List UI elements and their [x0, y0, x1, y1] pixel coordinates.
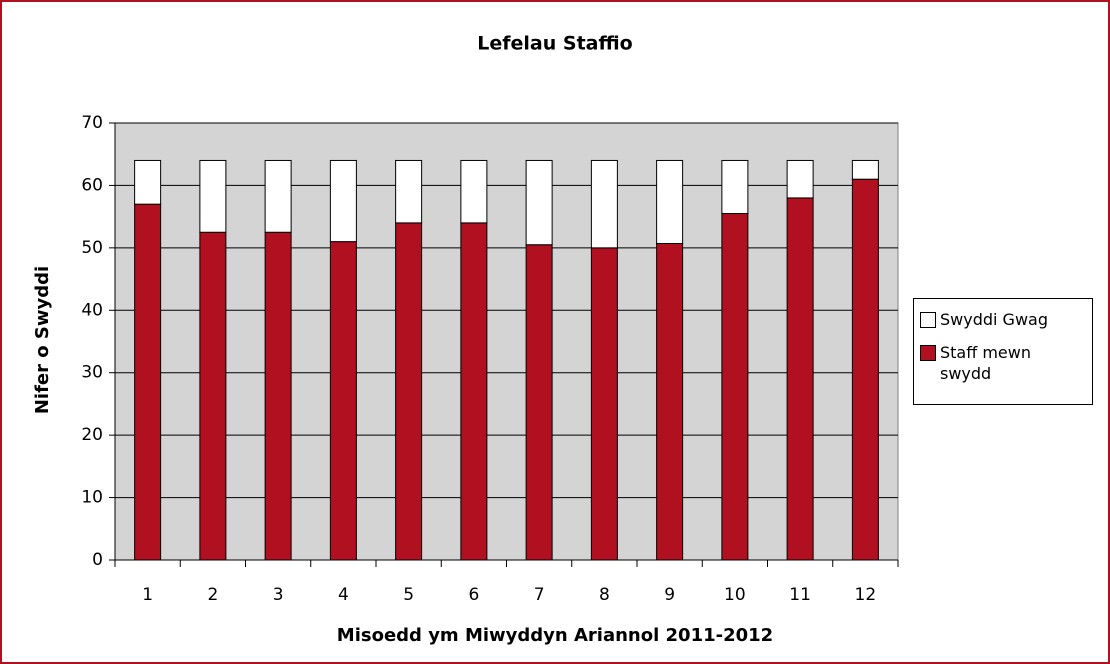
bar-segment	[656, 242, 684, 561]
y-tick-label: 70	[81, 113, 103, 133]
bar-segment	[851, 159, 879, 180]
x-tick-label: 1	[142, 585, 153, 605]
bar-segment	[395, 159, 423, 224]
x-tick-label: 4	[338, 585, 349, 605]
bar-segment	[329, 159, 357, 243]
x-tick-label: 5	[403, 585, 414, 605]
legend-item: Swyddi Gwag	[920, 309, 1086, 330]
x-tick-label: 9	[664, 585, 675, 605]
bar-segment	[525, 244, 553, 561]
bar-segment	[460, 159, 488, 224]
x-tick-label: 3	[273, 585, 284, 605]
x-tick-label: 10	[724, 585, 746, 605]
x-tick-label: 12	[855, 585, 877, 605]
bar-segment	[525, 159, 553, 246]
x-tick-label: 7	[534, 585, 545, 605]
bar-segment	[721, 213, 749, 561]
bar-segment	[786, 159, 814, 199]
x-tick-label: 11	[789, 585, 811, 605]
legend-label: Swyddi Gwag	[940, 310, 1048, 329]
bar-segment	[395, 222, 423, 561]
bar-segment	[721, 159, 749, 215]
y-tick-label: 50	[81, 238, 103, 258]
bar-segment	[264, 231, 292, 561]
bar-segment	[460, 222, 488, 561]
bar-segment	[134, 203, 162, 561]
x-tick-label: 6	[468, 585, 479, 605]
bar-segment	[590, 247, 618, 561]
legend: Swyddi Gwag Staff mewn swydd	[913, 298, 1093, 405]
legend-swatch	[920, 312, 936, 328]
bar-segment	[590, 159, 618, 249]
bar-segment	[329, 241, 357, 561]
y-tick-label: 20	[81, 425, 103, 445]
bar-segment	[786, 197, 814, 561]
y-tick-label: 10	[81, 488, 103, 508]
legend-label: Staff mewn swydd	[940, 343, 1031, 383]
x-tick-label: 2	[207, 585, 218, 605]
y-tick-label: 0	[92, 550, 103, 570]
bar-segment	[199, 159, 227, 233]
x-tick-label: 8	[599, 585, 610, 605]
legend-item: Staff mewn swydd	[920, 342, 1086, 384]
bar-segment	[656, 159, 684, 244]
x-axis-label: Misoedd ym Miwyddyn Ariannol 2011-2012	[337, 625, 773, 646]
bar-segment	[134, 159, 162, 205]
y-tick-label: 40	[81, 300, 103, 320]
y-tick-label: 60	[81, 175, 103, 195]
y-tick-label: 30	[81, 363, 103, 383]
y-axis-label: Nifer o Swyddi	[32, 266, 53, 414]
legend-swatch	[920, 345, 936, 361]
bar-segment	[199, 231, 227, 561]
bar-segment	[264, 159, 292, 233]
chart-title: Lefelau Staffio	[477, 33, 632, 55]
plot-area	[114, 122, 899, 561]
bar-segment	[851, 178, 879, 561]
